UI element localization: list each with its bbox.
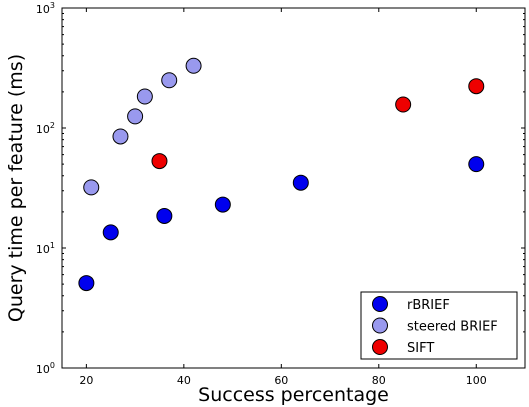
x-axis-ticks: 20 40 60 80 100 (79, 8, 487, 387)
y-tick-exponent: 1 (50, 241, 55, 250)
x-tick-label: 60 (274, 374, 288, 387)
x-axis-title: Success percentage (198, 384, 389, 406)
y-axis-title: Query time per feature (ms) (5, 54, 27, 322)
data-point-series-0 (214, 196, 231, 213)
data-point-series-2 (468, 78, 485, 95)
x-tick-label: 20 (79, 374, 93, 387)
data-point-series-0 (468, 156, 485, 173)
data-point-series-0 (78, 275, 95, 292)
y-tick-exponent: 0 (50, 361, 55, 370)
data-point-series-1 (127, 108, 144, 125)
y-tick-base: 10 (36, 123, 50, 136)
x-tick-label: 80 (372, 374, 386, 387)
y-tick-exponent: 3 (50, 1, 55, 10)
data-point-series-0 (156, 207, 173, 224)
y-tick-label: 101 (36, 241, 55, 256)
y-tick-base: 10 (36, 243, 50, 256)
data-point-series-2 (395, 96, 412, 113)
x-tick-label: 100 (466, 374, 487, 387)
legend: rBRIEF steered BRIEF SIFT (360, 291, 518, 360)
y-tick-label: 103 (36, 1, 55, 16)
data-point-series-1 (112, 128, 129, 145)
y-tick-base: 10 (36, 3, 50, 16)
legend-label: SIFT (407, 341, 434, 356)
y-tick-label: 102 (36, 121, 55, 136)
legend-label: steered BRIEF (407, 320, 498, 335)
data-point-series-1 (136, 88, 153, 105)
y-tick-exponent: 2 (50, 121, 55, 130)
legend-marker (372, 339, 388, 355)
data-point-series-1 (161, 72, 178, 89)
data-point-series-0 (102, 224, 119, 241)
legend-marker (372, 296, 388, 312)
legend-label: rBRIEF (407, 298, 450, 313)
data-points (78, 57, 485, 292)
x-tick-label: 40 (177, 374, 191, 387)
y-tick-label: 100 (36, 361, 55, 376)
legend-marker (372, 317, 388, 334)
data-point-series-0 (292, 174, 309, 191)
data-point-series-2 (151, 153, 168, 170)
data-point-series-1 (185, 57, 202, 74)
y-tick-base: 10 (36, 363, 50, 376)
data-point-series-1 (83, 179, 100, 196)
